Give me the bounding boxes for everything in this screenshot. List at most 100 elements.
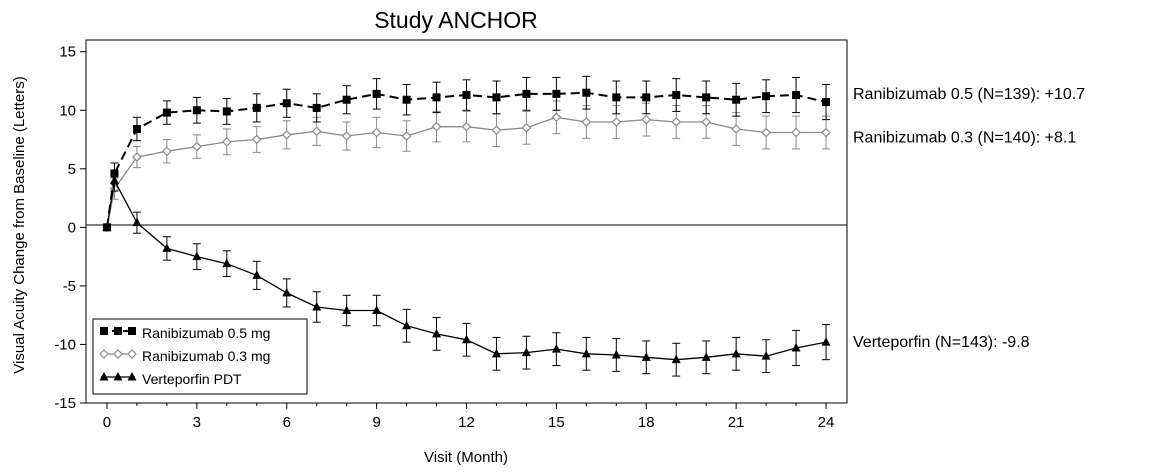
legend: Ranibizumab 0.5 mg Ranibizumab 0.3 mg Ve…: [92, 318, 308, 395]
data-point: [701, 352, 711, 361]
x-tick-label: 9: [372, 414, 380, 431]
legend-label-verteporfin: Verteporfin PDT: [142, 371, 242, 387]
data-point: [192, 141, 202, 152]
series-square: [102, 75, 831, 232]
data-point: [222, 107, 231, 116]
x-tick-label: 21: [728, 414, 745, 431]
chart-title: Study ANCHOR: [374, 7, 538, 33]
data-point: [462, 334, 471, 344]
data-point: [491, 348, 501, 358]
data-point: [492, 93, 501, 102]
x-tick-label: 18: [638, 414, 655, 431]
data-point: [641, 352, 651, 361]
data-point: [641, 114, 652, 125]
data-point: [342, 305, 352, 314]
end-annotation: Ranibizumab 0.3 (N=140): +8.1: [853, 130, 1076, 147]
data-point: [252, 103, 261, 112]
data-point: [311, 126, 322, 137]
legend-marker: [127, 372, 137, 381]
legend-label-ranibizumab-03: Ranibizumab 0.3 mg: [142, 348, 270, 364]
data-point: [611, 349, 621, 359]
legend-marker: [128, 327, 136, 335]
data-point: [671, 354, 681, 364]
legend-marker: [113, 372, 123, 381]
data-point: [521, 122, 532, 133]
data-point: [761, 127, 771, 138]
data-point: [312, 103, 321, 112]
data-point: [162, 108, 171, 117]
legend-marker: [114, 327, 122, 335]
y-tick-label: -5: [63, 278, 76, 295]
data-point: [372, 89, 381, 98]
data-point: [821, 127, 831, 138]
end-annotation: Verteporfin (N=143): -9.8: [853, 334, 1030, 351]
data-point: [221, 137, 232, 147]
legend-item-ranibizumab-05: Ranibizumab 0.5 mg: [100, 325, 270, 341]
data-point: [192, 251, 202, 261]
data-point: [192, 106, 201, 115]
data-point: [462, 91, 471, 100]
data-point: [281, 129, 292, 140]
legend-marker: [127, 349, 137, 359]
legend-marker: [99, 349, 109, 359]
data-point: [671, 117, 682, 127]
x-tick-label: 0: [103, 414, 111, 431]
legend-item-verteporfin: Verteporfin PDT: [99, 371, 242, 387]
data-point: [132, 217, 142, 227]
data-point: [611, 117, 622, 127]
data-point: [582, 88, 591, 97]
data-point: [581, 117, 592, 127]
end-annotation: Ranibizumab 0.5 (N=139): +10.7: [853, 86, 1085, 103]
data-point: [371, 127, 382, 138]
data-point: [222, 258, 232, 268]
data-point: [552, 89, 561, 98]
data-point: [791, 342, 801, 352]
data-point: [251, 134, 262, 145]
data-point: [551, 112, 562, 123]
y-tick-label: -15: [54, 395, 76, 412]
end-annotations: Ranibizumab 0.5 (N=139): +10.7 Ranibizuma…: [853, 86, 1085, 351]
data-point: [791, 127, 801, 138]
data-point: [731, 348, 741, 358]
x-axis-label: Visit (Month): [424, 449, 508, 466]
legend-symbol-ranibizumab-05: [100, 327, 136, 335]
x-tick-label: 3: [193, 414, 201, 431]
data-point: [162, 146, 172, 157]
data-point: [461, 121, 472, 132]
data-point: [731, 124, 741, 134]
legend-marker: [113, 349, 123, 359]
data-point: [792, 91, 801, 100]
data-point: [702, 93, 711, 102]
data-point: [642, 93, 651, 102]
legend-label-ranibizumab-05: Ranibizumab 0.5 mg: [142, 325, 270, 341]
series-line: [106, 91, 827, 228]
x-tick-label: 6: [283, 414, 291, 431]
legend-symbol-ranibizumab-03: [99, 349, 137, 359]
y-tick-label: 5: [68, 161, 76, 178]
data-point: [612, 93, 621, 102]
data-point: [102, 222, 112, 231]
legend-symbol-verteporfin: [99, 372, 137, 381]
data-point: [109, 175, 119, 185]
data-point: [402, 320, 412, 330]
data-point: [672, 91, 681, 100]
data-point: [432, 93, 441, 102]
series-line: [106, 178, 827, 361]
data-point: [762, 92, 771, 101]
y-tick-label: 10: [59, 102, 76, 119]
legend-marker: [99, 372, 109, 381]
series-layer: [102, 75, 831, 377]
legend-item-ranibizumab-03: Ranibizumab 0.3 mg: [99, 348, 270, 364]
axes: -15 -10 -5 0 5 10 15 0 3 6 9 12 15 18 21 24: [54, 44, 834, 431]
data-point: [282, 99, 291, 108]
y-tick-label: -10: [54, 336, 76, 353]
data-point: [521, 347, 531, 357]
data-point: [551, 344, 561, 353]
data-point: [132, 152, 142, 162]
data-point: [432, 328, 442, 338]
data-point: [312, 301, 322, 311]
y-tick-label: 15: [59, 44, 76, 61]
data-point: [252, 270, 262, 279]
